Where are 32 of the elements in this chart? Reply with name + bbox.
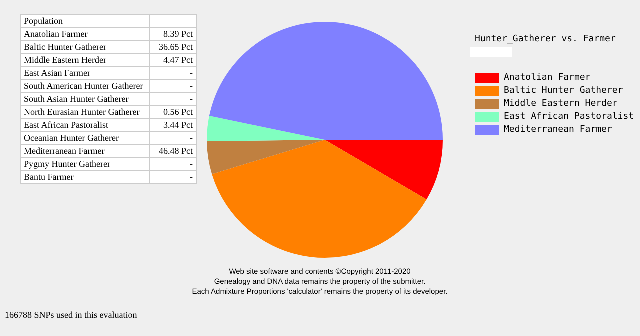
text: -: [190, 159, 193, 169]
text: 36.65 Pct: [158, 42, 193, 52]
text: Population: [20, 14, 150, 28]
category-label: East African Pastoralist: [20, 118, 150, 132]
category-label: North Eurasian Hunter Gatherer: [20, 106, 150, 118]
category-label: Bantu Farmer: [20, 170, 150, 184]
category-label: Baltic Hunter Gatherer: [20, 40, 150, 54]
text: 166788 SNPs used in this evaluation: [5, 310, 138, 320]
category-label: South Asian Hunter Gatherer: [20, 92, 150, 106]
legend-label: Middle Eastern Herder: [504, 99, 618, 109]
legend-label: East African Pastoralist: [504, 112, 634, 122]
text: -: [190, 172, 193, 182]
legend-label: Baltic Hunter Gatherer: [504, 86, 624, 96]
text: Hunter_Gatherer vs. Farmer: [475, 34, 616, 44]
category-label: East Asian Farmer: [20, 66, 150, 80]
text: -: [190, 94, 193, 104]
text: 4.47 Pct: [163, 55, 193, 65]
legend-label: Anatolian Farmer: [504, 73, 592, 83]
text: 3.44 Pct: [163, 120, 193, 130]
text: 8.39 Pct: [163, 29, 193, 39]
text: -: [190, 133, 193, 143]
legend-label: Mediterranean Farmer: [504, 125, 613, 135]
category-label: Mediterranean Farmer: [20, 144, 150, 158]
category-label: Pygmy Hunter Gatherer: [20, 158, 150, 170]
category-label: Oceanian Hunter Gatherer: [20, 132, 150, 144]
text: -: [190, 68, 193, 78]
category-label: Middle Eastern Herder: [20, 54, 150, 66]
text: 46.48 Pct: [158, 146, 193, 156]
text: 0.56 Pct: [163, 107, 193, 117]
text: -: [190, 81, 193, 91]
category-label: South American Hunter Gatherer: [20, 80, 150, 92]
category-label: Anatolian Farmer: [20, 28, 150, 40]
